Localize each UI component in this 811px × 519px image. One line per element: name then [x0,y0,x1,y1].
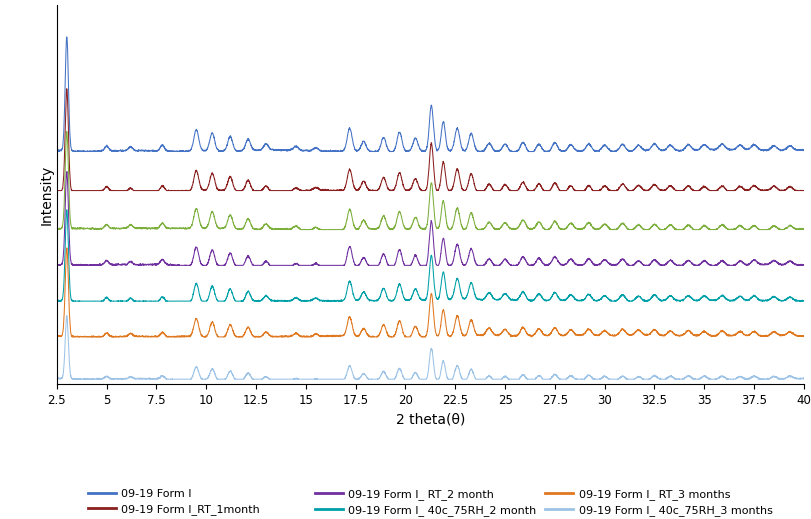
09-19 Form I_ RT_2 month [798,262,808,268]
09-19 Form I_ 40c_75RH_1month [500,220,509,226]
09-19 Form I_ 40c_75RH_1month [798,226,808,232]
09-19 Form I_ RT_3 months [538,331,547,337]
09-19 Form I_ 40c_75RH_1month [62,128,71,134]
09-19 Form I [62,34,71,40]
Y-axis label: Intensity: Intensity [40,165,54,225]
Line: 09-19 Form I_ RT_2 month: 09-19 Form I_ RT_2 month [57,171,803,265]
09-19 Form I [538,147,547,153]
Legend: 09-19 Form I, 09-19 Form I_RT_1month, 09-19 Form I_ 40c_75RH_1month, 09-19 Form : 09-19 Form I, 09-19 Form I_RT_1month, 09… [84,484,776,519]
09-19 Form I_ RT_2 month [609,262,619,268]
Line: 09-19 Form I_ RT_3 months: 09-19 Form I_ RT_3 months [57,248,803,337]
09-19 Form I_ 40c_75RH_2 month [609,298,619,304]
09-19 Form I_ RT_2 month [187,256,197,263]
09-19 Form I_ RT_3 months [62,245,71,251]
Line: 09-19 Form I_RT_1month: 09-19 Form I_RT_1month [57,89,803,190]
Line: 09-19 Form I_ 40c_75RH_1month: 09-19 Form I_ 40c_75RH_1month [57,131,803,229]
09-19 Form I_RT_1month [187,181,197,187]
09-19 Form I_ 40c_75RH_2 month [53,298,62,304]
09-19 Form I_ 40c_75RH_3 months [798,375,808,381]
09-19 Form I_ RT_3 months [500,326,509,333]
09-19 Form I_ 40c_75RH_3 months [62,312,71,319]
09-19 Form I_ 40c_75RH_3 months [666,374,676,380]
09-19 Form I_ RT_3 months [67,334,77,340]
X-axis label: 2 theta(θ): 2 theta(θ) [395,412,465,426]
09-19 Form I_RT_1month [52,187,62,194]
09-19 Form I_ 40c_75RH_3 months [187,372,197,378]
09-19 Form I_ RT_3 months [187,326,197,332]
09-19 Form I_ 40c_75RH_2 month [538,296,547,302]
09-19 Form I [798,147,808,153]
09-19 Form I [666,143,676,149]
09-19 Form I_ 40c_75RH_2 month [798,298,808,304]
09-19 Form I_ RT_3 months [337,333,347,339]
09-19 Form I_RT_1month [609,187,619,194]
Line: 09-19 Form I_ 40c_75RH_3 months: 09-19 Form I_ 40c_75RH_3 months [57,316,803,379]
09-19 Form I_ 40c_75RH_1month [609,226,619,233]
09-19 Form I [70,148,79,155]
09-19 Form I_ 40c_75RH_2 month [52,298,62,304]
09-19 Form I_ RT_3 months [798,334,808,340]
09-19 Form I_ 40c_75RH_1month [666,222,676,228]
09-19 Form I [500,141,509,147]
09-19 Form I_ 40c_75RH_3 months [500,373,509,379]
09-19 Form I_ RT_2 month [666,258,676,264]
09-19 Form I [609,148,619,154]
09-19 Form I_ 40c_75RH_3 months [337,376,347,383]
09-19 Form I_RT_1month [798,187,808,194]
09-19 Form I [337,147,347,154]
Line: 09-19 Form I_ 40c_75RH_2 month: 09-19 Form I_ 40c_75RH_2 month [57,210,803,301]
09-19 Form I_ RT_2 month [337,262,347,268]
09-19 Form I_ 40c_75RH_3 months [609,376,619,383]
09-19 Form I_ 40c_75RH_1month [52,226,62,233]
09-19 Form I_ 40c_75RH_2 month [666,293,676,299]
09-19 Form I_ RT_3 months [609,332,619,338]
09-19 Form I_ RT_3 months [666,329,676,335]
09-19 Form I_ 40c_75RH_2 month [337,297,347,304]
09-19 Form I_ 40c_75RH_1month [52,226,62,233]
09-19 Form I_RT_1month [500,182,509,188]
09-19 Form I_RT_1month [537,186,547,192]
09-19 Form I_ RT_3 months [52,332,62,338]
09-19 Form I_ 40c_75RH_2 month [187,293,197,299]
09-19 Form I_ 40c_75RH_3 months [538,376,547,383]
09-19 Form I_ RT_2 month [53,262,62,268]
Line: 09-19 Form I: 09-19 Form I [57,37,803,152]
09-19 Form I_ 40c_75RH_2 month [500,291,509,297]
09-19 Form I_ 40c_75RH_3 months [68,376,78,383]
09-19 Form I_RT_1month [337,187,347,194]
09-19 Form I_ RT_2 month [62,168,71,174]
09-19 Form I_ 40c_75RH_1month [187,218,197,225]
09-19 Form I_ 40c_75RH_1month [538,225,547,231]
09-19 Form I_ 40c_75RH_3 months [52,375,62,381]
09-19 Form I [52,147,62,153]
09-19 Form I_ 40c_75RH_1month [337,226,347,233]
09-19 Form I_RT_1month [62,86,71,92]
09-19 Form I_ RT_2 month [52,261,62,267]
09-19 Form I_ RT_2 month [500,256,509,262]
09-19 Form I_ RT_2 month [538,260,547,266]
09-19 Form I [187,141,197,147]
09-19 Form I_RT_1month [666,183,676,189]
09-19 Form I_ 40c_75RH_2 month [62,207,71,213]
